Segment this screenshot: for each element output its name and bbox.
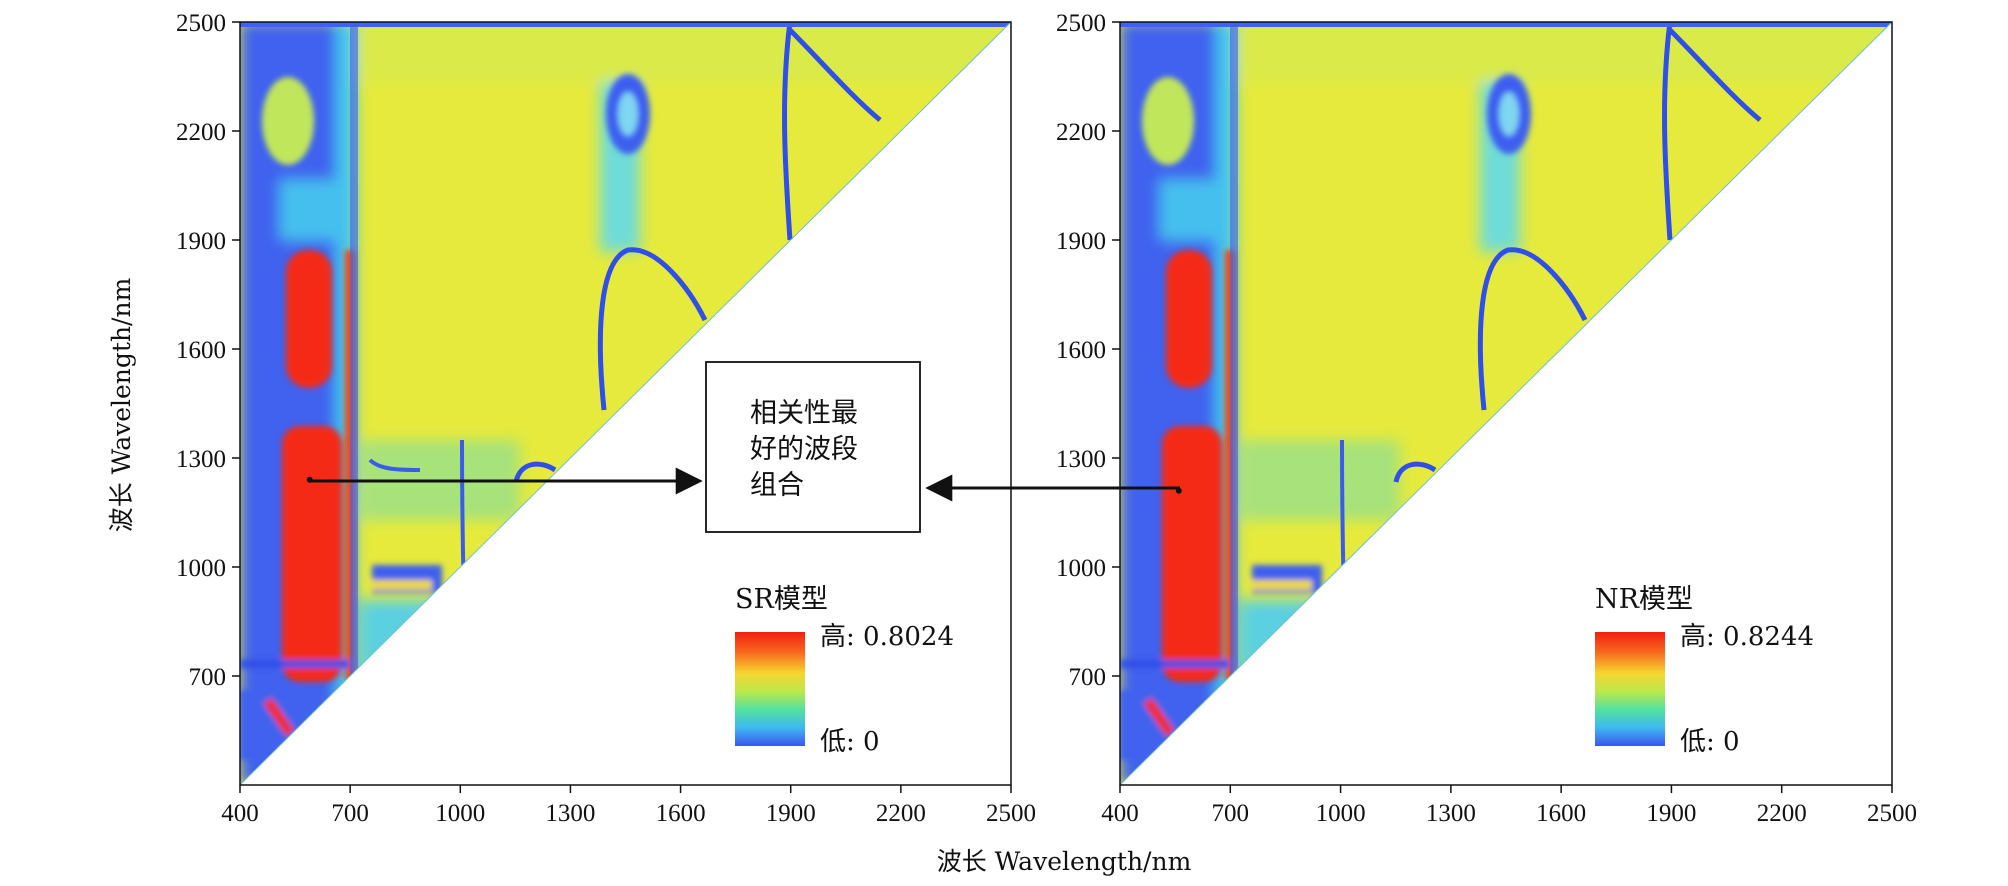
y-tick-label: 1600 bbox=[176, 337, 226, 364]
colorbar-high-label-sr: 高: 0.8024 bbox=[820, 622, 954, 652]
y-tick-label: 1000 bbox=[1056, 555, 1106, 582]
callout-line-3: 组合 bbox=[750, 470, 804, 501]
colorbar-high-label-nr: 高: 0.8244 bbox=[1680, 622, 1814, 652]
x-tick-label: 1300 bbox=[1426, 800, 1476, 827]
x-tick-label: 2200 bbox=[1757, 800, 1807, 827]
callout-line-1: 相关性最 bbox=[750, 398, 858, 429]
callout-line-2: 好的波段 bbox=[750, 434, 858, 465]
diagonal-edge bbox=[239, 21, 1012, 786]
x-tick-label: 2500 bbox=[986, 800, 1036, 827]
y-tick-label: 1300 bbox=[176, 446, 226, 473]
x-axis-title: 波长 Wavelength/nm bbox=[937, 847, 1192, 876]
best-point-nr bbox=[1175, 487, 1182, 494]
colorbar-nr bbox=[1595, 632, 1665, 746]
y-tick-label: 1000 bbox=[176, 555, 226, 582]
x-tick-label: 2200 bbox=[876, 800, 926, 827]
y-axis-sr: 700 1000 1300 1600 1900 2200 2500 bbox=[176, 10, 240, 691]
colorbar-title-sr: SR模型 bbox=[735, 584, 828, 615]
x-tick-label: 1600 bbox=[656, 800, 706, 827]
y-tick-label: 700 bbox=[189, 664, 227, 691]
colorbar-low-label-nr: 低: 0 bbox=[1680, 727, 1740, 757]
panel-nr: 400 700 1000 1300 1600 1900 2200 2500 700 1000 13… bbox=[1056, 10, 1917, 827]
x-tick-label: 2500 bbox=[1867, 800, 1917, 827]
colorbar-sr bbox=[735, 632, 805, 746]
y-tick-label: 1300 bbox=[1056, 446, 1106, 473]
y-tick-label: 2500 bbox=[176, 10, 226, 37]
x-tick-label: 1300 bbox=[545, 800, 595, 827]
y-axis-nr: 700 1000 1300 1600 1900 2200 2500 bbox=[1056, 10, 1120, 691]
x-tick-label: 1600 bbox=[1536, 800, 1586, 827]
x-axis-nr: 400 700 1000 1300 1600 1900 2200 2500 bbox=[1101, 785, 1917, 827]
colorbar-low-label-sr: 低: 0 bbox=[820, 727, 880, 757]
x-tick-label: 1900 bbox=[1646, 800, 1696, 827]
colorbar-title-nr: NR模型 bbox=[1595, 584, 1693, 615]
callout-box bbox=[705, 361, 921, 533]
y-tick-label: 1900 bbox=[1056, 228, 1106, 255]
y-tick-label: 2200 bbox=[176, 119, 226, 146]
x-tick-label: 1000 bbox=[1316, 800, 1366, 827]
x-tick-label: 1000 bbox=[435, 800, 485, 827]
x-axis-sr: 400 700 1000 1300 1600 1900 2200 2500 bbox=[221, 785, 1036, 827]
y-tick-label: 2200 bbox=[1056, 119, 1106, 146]
y-tick-label: 700 bbox=[1069, 664, 1107, 691]
x-tick-label: 700 bbox=[331, 800, 369, 827]
x-tick-label: 700 bbox=[1212, 800, 1250, 827]
y-tick-label: 1600 bbox=[1056, 337, 1106, 364]
y-tick-label: 1900 bbox=[176, 228, 226, 255]
plot-frame-sr bbox=[239, 21, 1012, 786]
plot-frame-nr bbox=[1119, 21, 1893, 786]
y-axis-title: 波长 Wavelength/nm bbox=[107, 277, 136, 532]
callout: 相关性最 好的波段 组合 bbox=[306, 361, 1182, 533]
x-tick-label: 400 bbox=[221, 800, 259, 827]
x-tick-label: 1900 bbox=[766, 800, 816, 827]
x-tick-label: 400 bbox=[1101, 800, 1139, 827]
diagonal-edge bbox=[1119, 21, 1893, 786]
best-point-sr bbox=[306, 476, 313, 483]
y-tick-label: 2500 bbox=[1056, 10, 1106, 37]
